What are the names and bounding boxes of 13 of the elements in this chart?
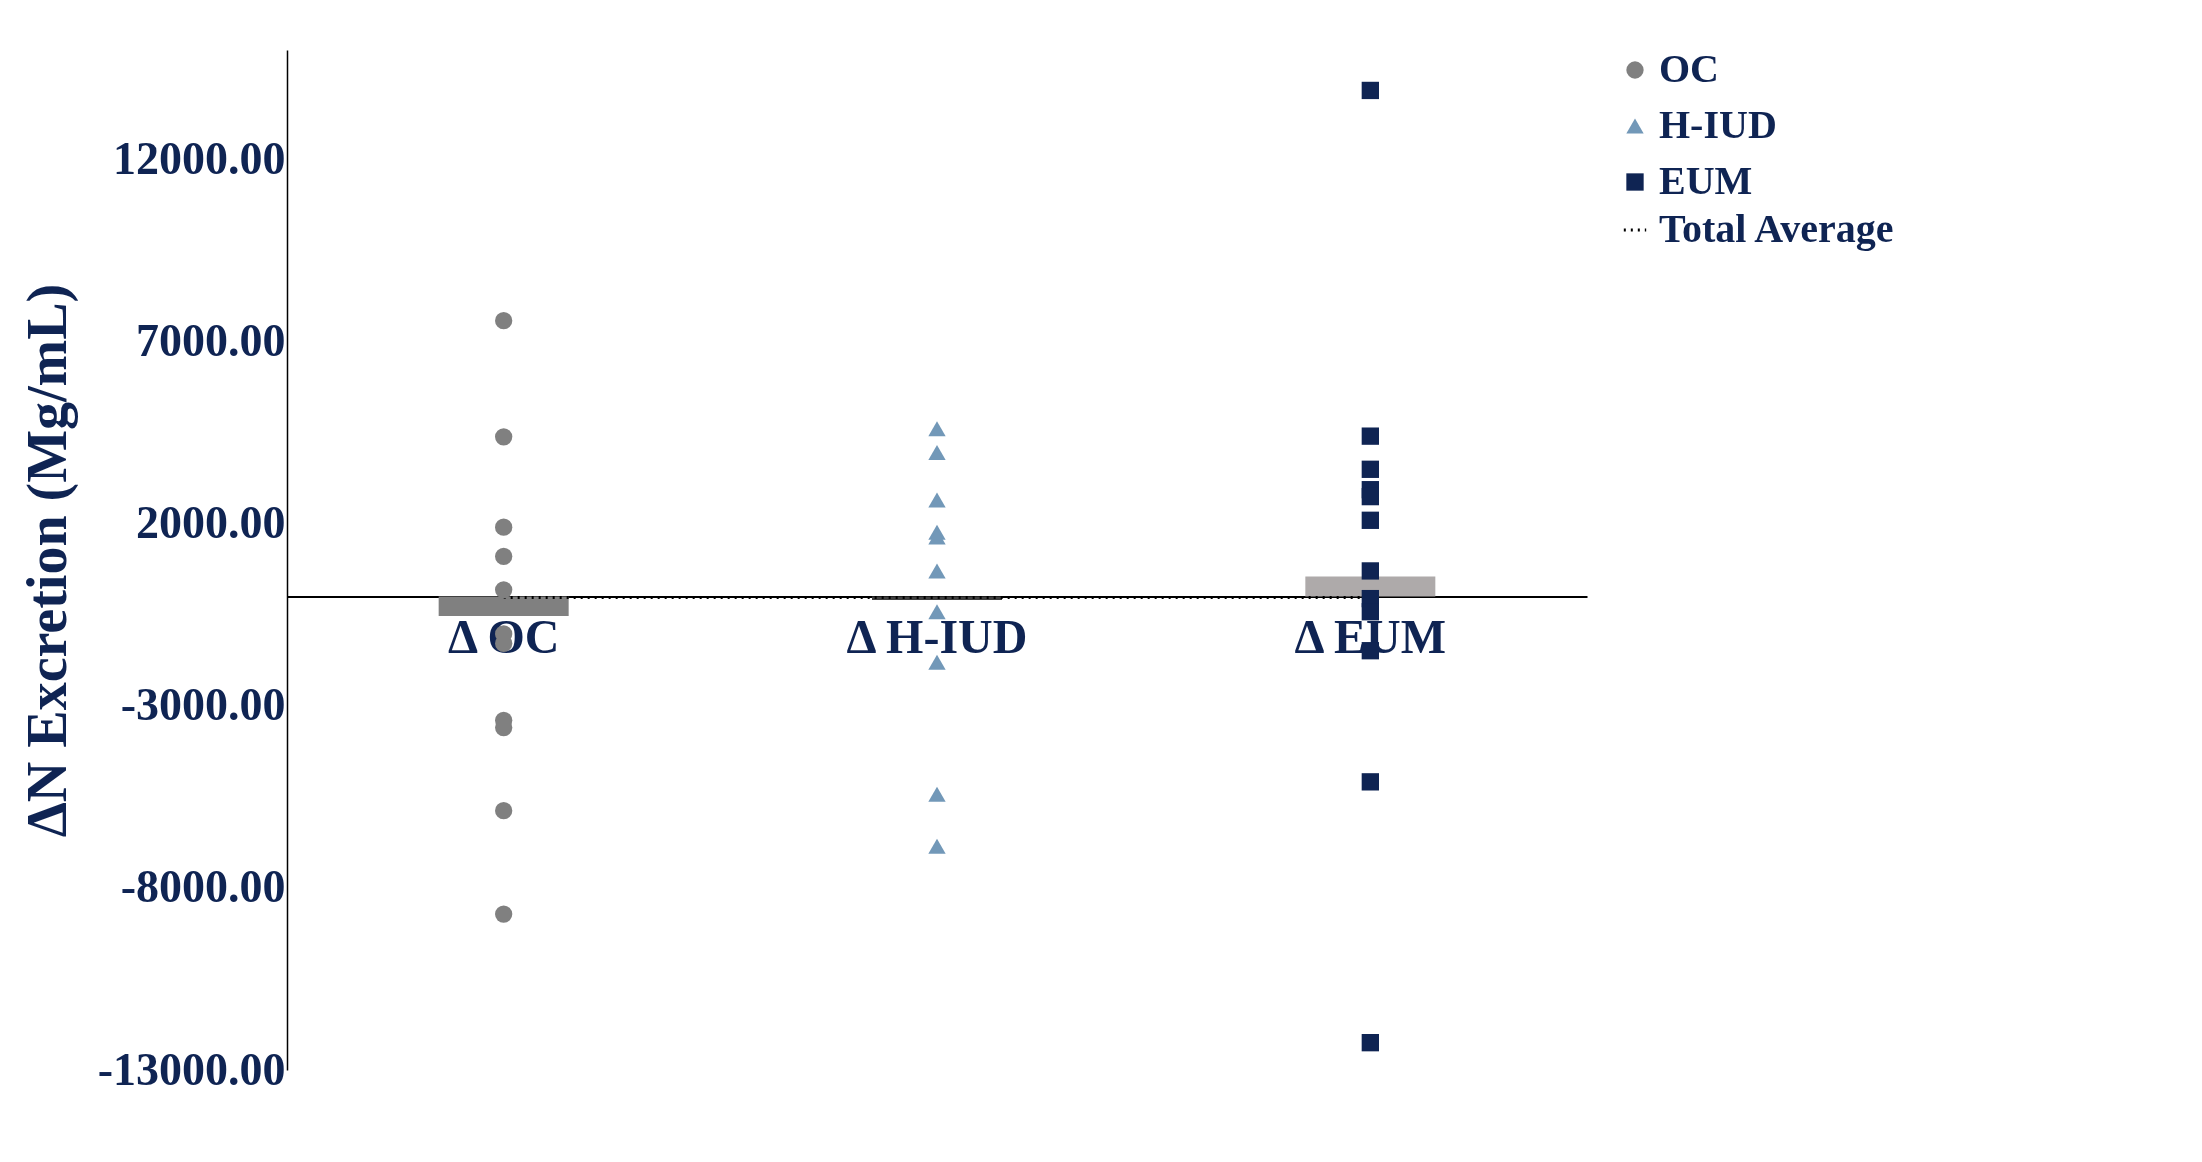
y-tick-label: 2000.00 <box>136 497 286 549</box>
y-tick-label: 7000.00 <box>136 314 286 366</box>
legend-label: H-IUD <box>1659 102 1777 147</box>
legend-label: EUM <box>1659 158 1753 203</box>
legend-label: Total Average <box>1659 206 1894 251</box>
legend-label: OC <box>1659 46 1719 91</box>
y-tick-label: -8000.00 <box>120 861 286 913</box>
x-tick-label: Δ EUM <box>1294 609 1447 663</box>
y-axis-title: ΔN Excretion (Mg/mL) <box>15 283 79 838</box>
y-tick-label: -13000.00 <box>97 1043 286 1095</box>
y-tick-label: 12000.00 <box>113 132 286 184</box>
y-tick-label: -3000.00 <box>120 679 286 731</box>
x-tick-label: Δ H-IUD <box>846 609 1028 663</box>
